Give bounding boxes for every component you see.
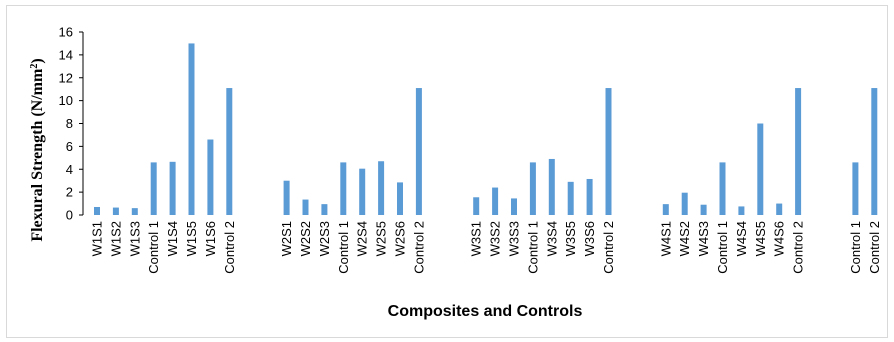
x-tick-label: W3S6 xyxy=(582,221,597,256)
y-tick-label: 2 xyxy=(66,185,73,200)
x-tick-label: Control 2 xyxy=(791,221,806,274)
bar xyxy=(662,204,669,215)
x-tick-label: W4S5 xyxy=(753,221,768,256)
bar xyxy=(511,198,517,215)
x-tick-label: Control 1 xyxy=(146,221,161,274)
x-tick-label: W2S4 xyxy=(355,221,370,256)
x-tick-label: W1S2 xyxy=(108,221,123,256)
x-tick-label: Control 2 xyxy=(222,221,237,274)
x-tick-label: W2S1 xyxy=(279,221,294,256)
x-tick-labels: W1S1 W1S2 W1S3 Control 1 W1S4 W1S5 W1S6 Control… xyxy=(90,221,882,274)
bar xyxy=(283,180,290,215)
x-tick-label: W3S1 xyxy=(469,221,484,256)
x-tick-label: Control 2 xyxy=(601,221,616,274)
bar xyxy=(586,178,593,215)
bar xyxy=(492,187,499,215)
bar xyxy=(757,123,764,215)
y-tick-label: 10 xyxy=(59,93,73,108)
bar xyxy=(321,204,328,215)
bar xyxy=(605,88,612,215)
bar xyxy=(131,208,138,215)
y-axis-title-end: ) xyxy=(29,58,46,63)
x-tick-label: W1S3 xyxy=(127,221,142,256)
x-tick-label: Control 2 xyxy=(867,221,882,274)
bar xyxy=(150,162,157,215)
bar xyxy=(700,204,707,215)
bar xyxy=(776,203,783,215)
x-tick-label: W4S6 xyxy=(772,221,787,256)
bar xyxy=(548,158,555,215)
y-axis-title-superscript: 2 xyxy=(29,64,40,69)
x-tick-label: Control 1 xyxy=(336,221,351,274)
bar xyxy=(378,161,385,215)
bar xyxy=(415,88,422,215)
bar xyxy=(795,88,802,215)
x-tick-label: W1S4 xyxy=(165,221,180,256)
bars-layer xyxy=(94,43,878,215)
y-tick-label: 6 xyxy=(66,139,73,154)
x-tick-label: W2S2 xyxy=(298,221,313,256)
x-tick-label: W3S2 xyxy=(488,221,503,256)
bar xyxy=(169,161,176,215)
x-tick-label: W3S3 xyxy=(507,221,522,256)
x-tick-label: W3S4 xyxy=(544,221,559,256)
x-tick-label: W2S5 xyxy=(374,221,389,256)
bar xyxy=(529,162,536,215)
x-tick-label: W1S1 xyxy=(90,221,105,256)
x-tick-label: Control 1 xyxy=(848,221,863,274)
bar xyxy=(473,197,480,215)
x-tick-label: W4S1 xyxy=(658,221,673,256)
bar xyxy=(340,162,347,215)
x-tick-label: W1S5 xyxy=(184,221,199,256)
y-tick-label: 8 xyxy=(66,116,73,131)
x-tick-label: Control 1 xyxy=(525,221,540,274)
bar xyxy=(738,206,745,215)
bar xyxy=(719,162,726,215)
y-tick-label: 12 xyxy=(59,70,73,85)
y-axis: 0 2 4 6 8 10 12 14 16 xyxy=(59,25,84,223)
x-tick-label: W2S6 xyxy=(393,221,408,256)
x-tick-label: W4S2 xyxy=(677,221,692,256)
x-tick-label: W4S3 xyxy=(696,221,711,256)
bar xyxy=(852,162,859,215)
x-tick-label: W1S6 xyxy=(203,221,218,256)
bar xyxy=(681,192,688,215)
bar xyxy=(397,182,403,215)
y-tick-label: 4 xyxy=(66,162,73,177)
x-tick-label: W3S5 xyxy=(563,221,578,256)
y-tick-label: 0 xyxy=(66,208,73,223)
x-axis-title: Composites and Controls xyxy=(388,303,583,320)
bar xyxy=(567,181,574,215)
bar xyxy=(359,168,366,215)
bar xyxy=(302,199,309,215)
bar xyxy=(871,88,878,215)
bar xyxy=(112,207,119,215)
bar xyxy=(94,206,100,215)
y-axis-title: Flexural Strength (N/mm2) xyxy=(29,58,47,241)
y-tick-label: 14 xyxy=(59,47,73,62)
y-axis-title-main: Flexural Strength (N/mm xyxy=(29,68,46,242)
y-tick-label: 16 xyxy=(59,25,73,40)
bar xyxy=(188,43,195,215)
bar xyxy=(207,139,214,215)
x-tick-label: W2S3 xyxy=(317,221,332,256)
x-tick-label: Control 1 xyxy=(715,221,730,274)
x-tick-label: Control 2 xyxy=(411,221,426,274)
x-tick-label: W4S4 xyxy=(734,221,749,256)
bar xyxy=(226,88,233,215)
